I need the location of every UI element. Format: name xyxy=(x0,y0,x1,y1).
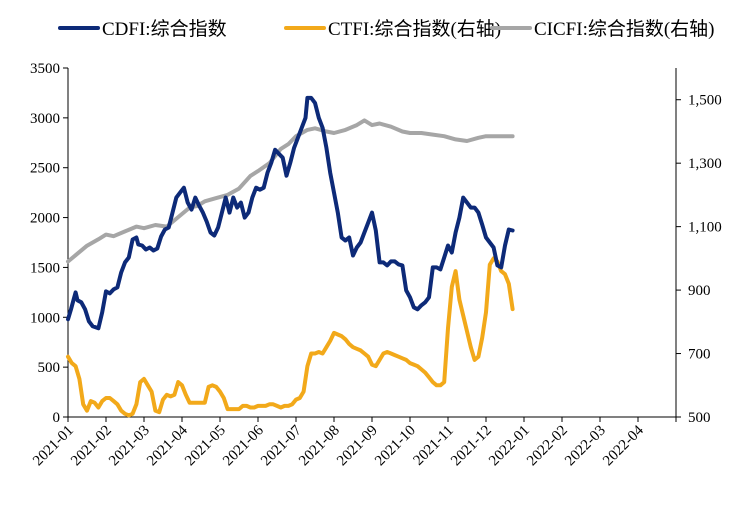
y-right-tick-label: 1,300 xyxy=(688,156,722,172)
x-tick-label: 2022-01 xyxy=(486,423,533,470)
x-tick-label: 2021-02 xyxy=(68,423,115,470)
x-tick-label: 2021-11 xyxy=(411,423,457,469)
series-line-2 xyxy=(66,118,515,264)
legend-label-1: CTFI:综合指数(右轴) xyxy=(328,18,501,40)
y-right-tick-label: 1,100 xyxy=(688,220,722,236)
x-tick-label: 2021-06 xyxy=(220,422,267,469)
legend: CDFI:综合指数 CTFI:综合指数(右轴) CICFI:综合指数(右轴) xyxy=(58,18,715,40)
y-left-tick-label: 0 xyxy=(53,410,61,426)
y-left-tick-label: 1500 xyxy=(30,260,60,276)
x-tick-label: 2021-09 xyxy=(334,423,381,470)
series-line-1 xyxy=(66,256,515,418)
y-right-tick-label: 700 xyxy=(688,347,711,363)
x-tick-label: 2021-05 xyxy=(182,423,229,470)
x-tick-label: 2021-01 xyxy=(30,423,77,470)
series-line-0 xyxy=(66,95,515,331)
x-tick-label: 2021-12 xyxy=(448,423,495,470)
y-left-tick-label: 2000 xyxy=(30,211,60,227)
series-layer xyxy=(66,95,515,418)
y-right-tick-label: 900 xyxy=(688,283,711,299)
legend-label-0: CDFI:综合指数 xyxy=(102,18,227,40)
x-tick-label: 2021-07 xyxy=(258,422,305,469)
y-right-tick-label: 500 xyxy=(688,410,711,426)
x-tick-label: 2022-03 xyxy=(562,423,609,470)
x-tick-label: 2021-10 xyxy=(372,423,419,470)
y-left-tick-label: 1000 xyxy=(30,310,60,326)
x-tick-label: 2021-08 xyxy=(296,423,343,470)
x-tick-label: 2021-04 xyxy=(144,422,191,469)
legend-label-2: CICFI:综合指数(右轴) xyxy=(534,18,715,40)
y-left-tick-label: 500 xyxy=(38,360,61,376)
x-tick-label: 2022-02 xyxy=(524,423,571,470)
x-tick-label: 2021-03 xyxy=(106,423,153,470)
y-left-tick-label: 2500 xyxy=(30,161,60,177)
y-right-tick-label: 1,500 xyxy=(688,93,722,109)
x-tick-label: 2022-04 xyxy=(600,422,647,469)
y-left-tick-label: 3500 xyxy=(30,61,60,77)
y-left-tick-label: 3000 xyxy=(30,111,60,127)
